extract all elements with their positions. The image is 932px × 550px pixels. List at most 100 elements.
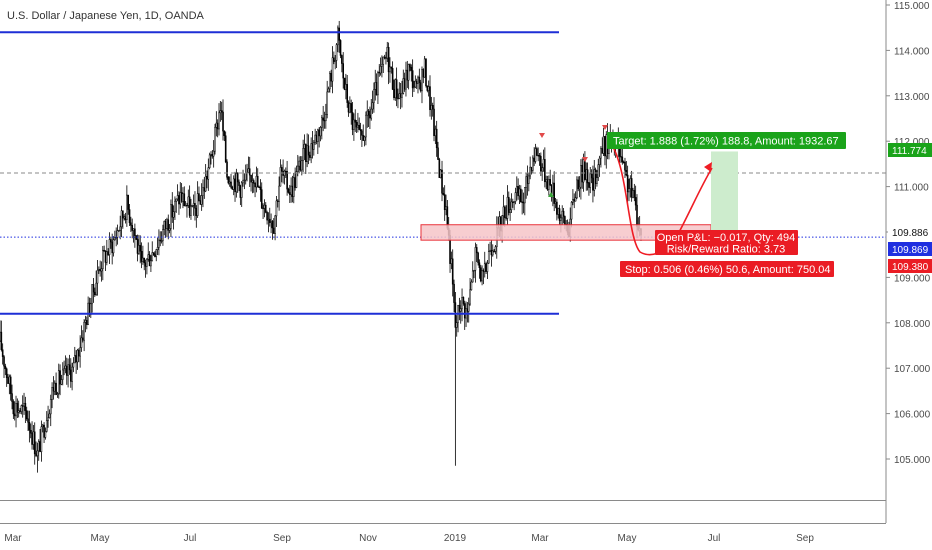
current-price-label: 109.869 (888, 242, 932, 256)
candle (96, 260, 99, 296)
candle (247, 156, 250, 174)
candle (405, 61, 407, 97)
candle (0, 320, 3, 352)
candle (252, 178, 255, 193)
candle (202, 179, 204, 208)
candle (520, 185, 522, 203)
candle (445, 194, 447, 216)
last-price-label: 109.886 (888, 225, 932, 239)
candle (453, 279, 455, 313)
candle (494, 245, 497, 255)
projection-arrow[interactable] (612, 146, 713, 256)
candle (248, 156, 251, 187)
candle (67, 358, 69, 388)
candle (294, 167, 296, 191)
candle (414, 75, 417, 89)
candle (90, 297, 92, 319)
candle (159, 231, 162, 247)
candle (354, 109, 357, 132)
candle (574, 191, 577, 202)
target-label[interactable]: Target: 1.888 (1.72%) 188.8, Amount: 193… (607, 132, 846, 149)
candle (474, 242, 477, 283)
candle (386, 41, 389, 63)
candle (238, 179, 240, 192)
candle (222, 99, 224, 141)
candle (52, 376, 55, 400)
candle (216, 119, 219, 138)
candle (39, 428, 41, 453)
time-axis[interactable]: Mar May Jul Sep Nov 2019 Mar May Jul Sep (4, 533, 814, 544)
candle (548, 175, 550, 196)
candle (451, 249, 454, 297)
candle (362, 124, 365, 141)
candle (482, 268, 485, 285)
candle (102, 245, 104, 281)
candle (510, 193, 513, 213)
candle (534, 143, 537, 164)
candle (112, 236, 115, 257)
candle (313, 140, 315, 156)
candle (230, 173, 232, 189)
candle (562, 207, 565, 224)
candle (214, 123, 216, 155)
candle (195, 205, 198, 228)
up-marker-icon (548, 192, 554, 197)
price-tick-label: 106.000 (894, 410, 931, 421)
candle (298, 156, 300, 174)
candle (274, 215, 276, 241)
candle (573, 193, 576, 209)
candle (366, 100, 369, 128)
candle (210, 151, 212, 165)
candle (63, 360, 65, 376)
candle (597, 158, 600, 181)
candle (65, 357, 68, 385)
candle (305, 143, 307, 175)
candle (322, 105, 324, 132)
candle (590, 169, 593, 184)
candle (600, 146, 602, 168)
svg-text:111.774: 111.774 (892, 146, 927, 157)
candle (441, 160, 443, 202)
candle (373, 82, 375, 113)
candle (471, 261, 474, 283)
pnl-label-text: Open P&L: −0.017, Qty: 494 (657, 232, 796, 244)
candle (104, 250, 107, 271)
candle (243, 173, 246, 190)
candle (180, 183, 183, 203)
candle (549, 169, 551, 187)
candle (16, 398, 19, 419)
candle (337, 25, 339, 53)
candle (426, 85, 429, 93)
candle (107, 248, 109, 257)
candle (310, 137, 312, 164)
candle (621, 148, 624, 165)
candle (48, 409, 51, 419)
candle (271, 219, 274, 240)
candle (540, 152, 542, 177)
candle (278, 176, 280, 211)
candle (528, 172, 530, 192)
candle (493, 249, 495, 253)
candle (37, 439, 40, 461)
candle (64, 355, 67, 374)
candle (126, 185, 128, 227)
candle (284, 167, 287, 179)
candle (138, 234, 140, 255)
time-tick-label: Jul (708, 533, 721, 544)
candle (147, 242, 150, 262)
candle (186, 202, 188, 218)
candle (558, 204, 561, 225)
candle (343, 77, 346, 91)
candle (545, 175, 547, 189)
candle (179, 182, 182, 209)
time-tick-label: Nov (359, 533, 377, 544)
candle (276, 199, 279, 208)
candle (152, 252, 155, 256)
candle (553, 171, 555, 212)
candle (23, 392, 25, 415)
stop-label[interactable]: Stop: 0.506 (0.46%) 50.6, Amount: 750.04 (620, 261, 834, 277)
candle (403, 72, 406, 92)
